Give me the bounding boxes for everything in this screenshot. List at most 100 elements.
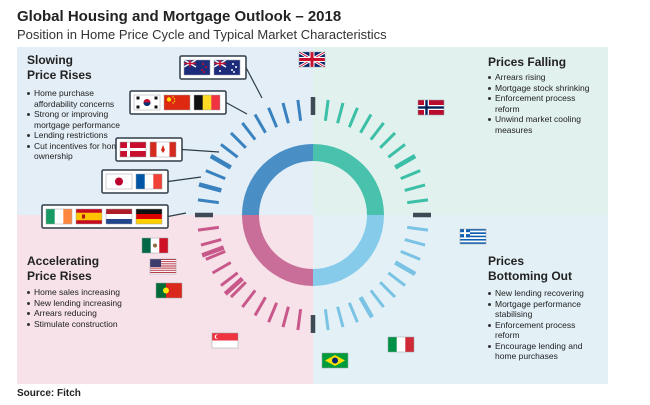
flag-group-greece [459, 228, 487, 245]
dial-tick-falling [387, 143, 406, 159]
quadrant-title-accelerating: Accelerating Price Rises [27, 254, 100, 283]
flag-callout-leader [167, 212, 187, 218]
cycle-ring [242, 144, 384, 286]
list-item: Strong or improving mortgage performance [27, 109, 135, 130]
dial-tick-accelerating [200, 238, 222, 247]
dial-tick-bottoming [406, 225, 429, 232]
dial-tick-falling [359, 113, 373, 134]
spain-flag-icon [75, 208, 103, 225]
flag-group-usa [149, 258, 177, 275]
flag-group-uk [298, 50, 326, 69]
ring-accelerating [242, 215, 313, 286]
dial-tick-accelerating [205, 249, 226, 261]
dial-tick-accelerating [229, 281, 247, 299]
source-note: Source: Fitch [17, 388, 81, 399]
united-kingdom-flag-icon [298, 50, 326, 69]
quadrant-list-falling: Arrears rising Mortgage stock shrinking En… [488, 72, 600, 135]
united-states-flag-icon [149, 258, 177, 275]
ireland-flag-icon [45, 208, 73, 225]
flag-group-portugal [155, 282, 183, 299]
italy-flag-icon [387, 336, 415, 353]
ring-slowing [242, 144, 313, 215]
list-item: Arrears reducing [27, 308, 147, 319]
brazil-flag-icon [321, 352, 349, 369]
list-item: Arrears rising [488, 72, 600, 83]
dial-tick-falling [400, 169, 421, 181]
chart-title: Global Housing and Mortgage Outlook – 20… [17, 8, 342, 25]
list-item: Stimulate construction [27, 319, 147, 330]
quadrant-title-falling: Prices Falling [488, 55, 567, 69]
flag-group-brazil [321, 352, 349, 369]
dial-tick-bottoming [347, 302, 359, 323]
dial-tick-falling [379, 131, 397, 149]
dial-tick-slowing [229, 131, 247, 149]
list-item: Unwind market cooling measures [488, 114, 600, 135]
dial-tick-falling [406, 198, 429, 205]
quadrant-list-slowing: Home purchase affordability concerns Stro… [27, 88, 135, 162]
portugal-flag-icon [155, 282, 183, 299]
ring-bottoming [313, 215, 384, 286]
singapore-flag-icon [211, 332, 239, 349]
dial-tick-emphasis [223, 276, 244, 296]
dial-tick-accelerating [197, 225, 220, 232]
belgium-flag-icon [193, 94, 221, 111]
dial-tick-emphasis [394, 154, 417, 170]
list-item: Cut incentives for home ownership [27, 141, 135, 162]
flag-group-slowing-5 [45, 208, 163, 225]
flag-callout-leader [167, 176, 202, 183]
australia-flag-icon [213, 59, 241, 76]
list-item: New lending recovering [488, 288, 600, 299]
dial-tick-emphasis [198, 182, 222, 193]
dial-tick-accelerating [211, 261, 232, 275]
china-flag-icon [163, 94, 191, 111]
country-flags [45, 50, 487, 369]
flag-group-slowing-3 [119, 141, 177, 158]
list-item: Mortgage stock shrinking [488, 83, 600, 94]
dial-tick-slowing [241, 122, 257, 141]
new-zealand-flag-icon [183, 59, 211, 76]
dial-tick-bottoming [387, 271, 406, 287]
ring-falling [313, 144, 384, 215]
south-korea-flag-icon [133, 94, 161, 111]
dial-tick-bottoming [336, 306, 345, 328]
dial-tick-emphasis [201, 245, 225, 258]
dial-tick-bottoming [379, 281, 397, 299]
list-item: Home sales increasing [27, 287, 147, 298]
dial-tick-emphasis [358, 296, 374, 319]
flag-group-italy [387, 336, 415, 353]
dial-tick-slowing [220, 143, 239, 159]
japan-flag-icon [105, 173, 133, 190]
flag-callout-leader [245, 67, 263, 99]
dial-tick-emphasis [394, 260, 417, 276]
list-item: Mortgage performance stabilising [488, 299, 600, 320]
dial-tick-slowing [281, 102, 290, 124]
chart-subtitle: Position in Home Price Cycle and Typical… [17, 27, 387, 42]
flag-group-slowing-2 [133, 94, 221, 111]
greece-flag-icon [459, 228, 487, 245]
quadrant-title-bottoming: Prices Bottoming Out [488, 254, 572, 283]
dial-ticks [195, 97, 431, 333]
quadrant-list-accelerating: Home sales increasing New lending increas… [27, 287, 147, 329]
dial-tick-accelerating [267, 302, 279, 323]
flag-group-slowing-4 [105, 173, 163, 190]
dial-tick-bottoming [369, 289, 385, 308]
dial-tick-accelerating [241, 289, 257, 308]
dial-tick-bottoming [323, 308, 330, 331]
dial-tick-accelerating [281, 306, 290, 328]
dial-tick-accelerating [296, 308, 303, 331]
dial-tick-falling [347, 107, 359, 128]
canada-flag-icon [149, 141, 177, 158]
dial-tick-slowing [205, 169, 226, 181]
flag-group-slowing-1 [183, 59, 241, 76]
flag-callout-leader [225, 101, 248, 115]
dial-tick-bottoming [400, 249, 421, 261]
germany-flag-icon [135, 208, 163, 225]
dial-tick-bottoming [404, 238, 426, 247]
quadrant-list-bottoming: New lending recovering Mortgage performan… [488, 288, 600, 362]
netherlands-flag-icon [105, 208, 133, 225]
list-item: New lending increasing [27, 298, 147, 309]
dial-tick-accelerating [253, 296, 267, 317]
flag-group-mexico [141, 237, 169, 254]
mexico-flag-icon [141, 237, 169, 254]
